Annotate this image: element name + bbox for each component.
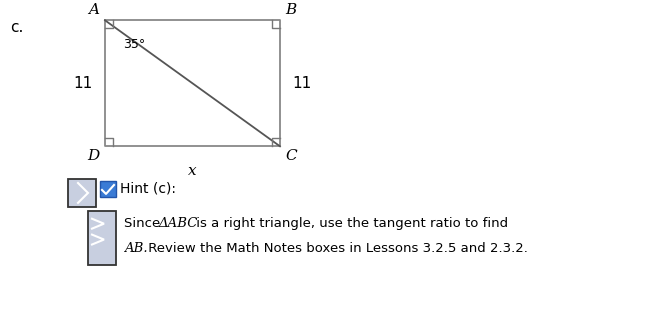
Text: Hint (c):: Hint (c): xyxy=(120,182,176,196)
Text: B: B xyxy=(285,3,296,17)
FancyBboxPatch shape xyxy=(100,181,116,197)
Text: D: D xyxy=(87,149,99,163)
Text: 35°: 35° xyxy=(123,38,145,51)
Text: x: x xyxy=(188,164,197,178)
Text: Since: Since xyxy=(124,217,165,230)
Text: A: A xyxy=(88,3,99,17)
Text: AB.: AB. xyxy=(124,242,148,255)
Text: C: C xyxy=(285,149,296,163)
Text: ΔABC: ΔABC xyxy=(158,217,198,230)
Text: is a right triangle, use the tangent ratio to find: is a right triangle, use the tangent rat… xyxy=(192,217,508,230)
Text: Review the Math Notes boxes in Lessons 3.2.5 and 2.3.2.: Review the Math Notes boxes in Lessons 3… xyxy=(144,242,528,255)
Text: c.: c. xyxy=(10,20,24,35)
Text: 11: 11 xyxy=(73,76,93,91)
FancyBboxPatch shape xyxy=(68,179,96,207)
FancyBboxPatch shape xyxy=(88,211,116,265)
Text: 11: 11 xyxy=(292,76,312,91)
